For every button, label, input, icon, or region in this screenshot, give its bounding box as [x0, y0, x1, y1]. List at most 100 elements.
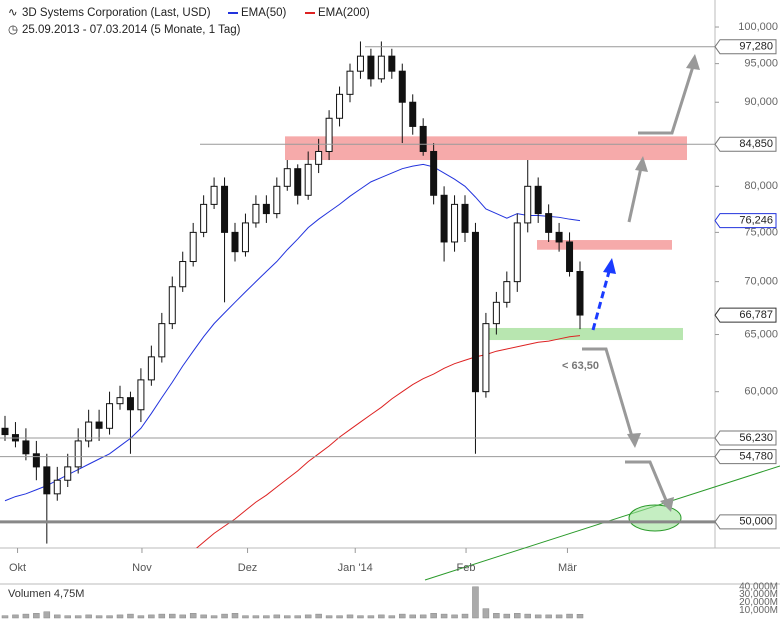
candle-body [471, 231, 479, 393]
volume-bar [189, 613, 197, 619]
candle-body [461, 203, 469, 233]
candle-body [440, 194, 448, 243]
volume-bar [54, 614, 61, 619]
volume-bar [472, 586, 479, 619]
x-tick-label: Okt [9, 562, 26, 574]
volume-tick-label: 10,000M [739, 605, 778, 616]
y-tick-label: 70,000 [744, 276, 778, 288]
volume-tick-label: 40,000M [739, 581, 778, 592]
candle-body [64, 466, 72, 481]
volume-bar [493, 613, 500, 619]
candle-body [147, 356, 155, 381]
candle-body [356, 55, 364, 72]
volume-bar [22, 613, 30, 619]
candle-body [189, 231, 197, 263]
candle-body [482, 323, 490, 393]
plot [1, 41, 687, 548]
volume-bar [33, 613, 40, 619]
candle-body [95, 421, 103, 429]
volume-bar [221, 613, 228, 619]
volume-bar [409, 614, 416, 619]
zone [537, 240, 672, 250]
candle-body [74, 440, 82, 468]
candle-body [524, 185, 532, 224]
volume-bar [148, 614, 155, 619]
volume-bar [273, 614, 281, 619]
y-tick-label: 90,000 [744, 96, 778, 108]
volume-bar [231, 613, 239, 619]
y-tick-label: 65,000 [744, 328, 778, 340]
x-tick-label: Feb [457, 562, 476, 574]
chart-subtitle: 25.09.2013 - 07.03.2014 (5 Monate, 1 Tag… [22, 24, 241, 36]
ema-line [4, 163, 581, 502]
y-tick-label: 60,000 [744, 386, 778, 398]
volume-bar [315, 613, 322, 619]
volume-bar [325, 615, 333, 619]
y-tick-label: 100,000 [738, 21, 778, 33]
volume-bar [158, 613, 166, 619]
candle-body [388, 55, 396, 72]
candle-body [262, 203, 270, 215]
icon: ◷ [8, 24, 18, 36]
zone [487, 327, 683, 341]
volume-bar [566, 613, 573, 619]
volume-bar [127, 613, 134, 619]
volume-bar [74, 615, 82, 619]
volume-bar [210, 615, 218, 619]
volume-label: Volumen 4,75M [8, 588, 84, 600]
candle-body [409, 101, 417, 127]
volume-bar [252, 615, 260, 619]
volume-bar [461, 613, 469, 619]
candle-body [503, 281, 511, 303]
volume-bar [378, 614, 385, 619]
candle-body [168, 286, 176, 325]
candle-body [85, 421, 93, 442]
candle-body [221, 185, 229, 233]
volume-bar [545, 614, 552, 619]
candle-body [346, 70, 354, 95]
arrow [627, 162, 644, 223]
volume-tick-label: 30,000M [739, 589, 778, 600]
level-box [714, 136, 777, 152]
level-label: 54,780 [739, 451, 773, 463]
volume-bar [106, 615, 113, 619]
volume-bar [576, 614, 584, 619]
candle-body [534, 185, 542, 215]
candle-body [492, 301, 500, 325]
volume-bar [419, 614, 427, 619]
arrow-head [627, 433, 641, 448]
arrow-head [660, 497, 674, 512]
level-label: 56,230 [739, 432, 773, 444]
candle-body [106, 403, 114, 429]
candle-body [304, 163, 312, 196]
candle-body [566, 241, 574, 273]
arrow [625, 460, 670, 506]
candle-body [200, 203, 208, 233]
volume-bar [137, 615, 145, 619]
volume-bar [43, 611, 51, 619]
candle-body [179, 261, 187, 288]
x-tick-label: Mär [558, 562, 577, 574]
volume-bar [294, 615, 301, 619]
target-ellipse [628, 504, 682, 532]
volume-bar [64, 615, 71, 619]
level-box [714, 430, 777, 446]
candle-body [398, 70, 406, 103]
candle-body [32, 453, 40, 468]
arrow-head [603, 258, 616, 274]
level-box [714, 514, 777, 530]
volume-bar [534, 614, 542, 619]
candle-body [283, 168, 291, 187]
candle-body [53, 479, 61, 495]
candle-body [241, 222, 249, 253]
candle-body [513, 222, 521, 283]
candle-body [430, 150, 438, 196]
candle-body [22, 440, 30, 455]
level-label: 97,280 [739, 41, 773, 53]
volume-bar [95, 615, 103, 619]
volume-bar [116, 614, 124, 619]
zone [285, 136, 687, 161]
candle-body [43, 466, 51, 495]
level-box [714, 39, 777, 55]
